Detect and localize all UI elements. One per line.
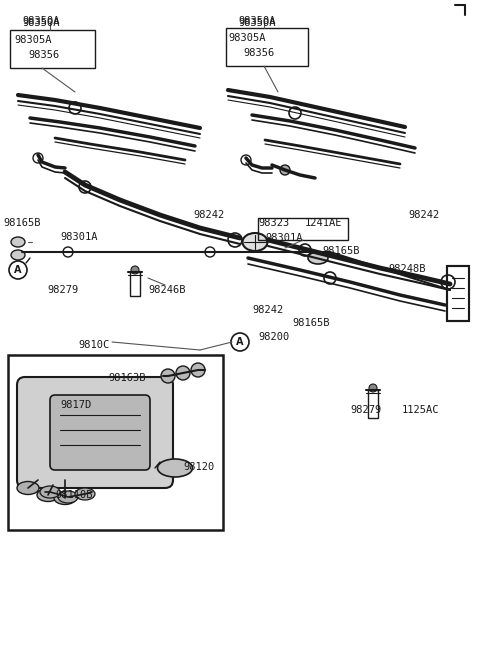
Text: 98350A: 98350A [22, 16, 60, 26]
Text: 98246B: 98246B [148, 285, 185, 295]
Circle shape [289, 107, 301, 119]
Text: 98301A: 98301A [60, 232, 97, 242]
Ellipse shape [157, 459, 192, 477]
Circle shape [33, 153, 43, 163]
Text: 98120: 98120 [183, 462, 214, 472]
Text: 98242: 98242 [252, 305, 283, 315]
Text: 98350A: 98350A [22, 18, 60, 28]
Ellipse shape [54, 491, 76, 505]
Bar [447, 266, 469, 321]
Bar [368, 390, 378, 418]
Bar [130, 272, 140, 296]
Text: A: A [14, 265, 22, 275]
Ellipse shape [58, 491, 78, 503]
Text: 98165B: 98165B [322, 246, 360, 256]
Text: 98200: 98200 [258, 332, 289, 342]
Circle shape [79, 181, 91, 193]
FancyBboxPatch shape [50, 395, 150, 470]
Text: 98242: 98242 [408, 210, 439, 220]
Bar [258, 218, 348, 240]
Text: 98356: 98356 [243, 48, 274, 58]
Ellipse shape [308, 252, 328, 264]
Bar [226, 28, 308, 66]
Circle shape [369, 384, 377, 392]
Circle shape [441, 275, 455, 289]
Circle shape [131, 266, 139, 274]
Circle shape [63, 247, 73, 257]
Circle shape [205, 247, 215, 257]
Text: A: A [236, 337, 244, 347]
Text: 98350A: 98350A [238, 16, 276, 26]
Text: 98305A: 98305A [228, 33, 265, 43]
Text: 98305A: 98305A [14, 35, 51, 45]
Text: 98110B: 98110B [55, 490, 93, 500]
Text: 9817D: 9817D [60, 400, 91, 410]
Text: 98323: 98323 [258, 218, 289, 228]
Text: 98163B: 98163B [108, 373, 145, 383]
Ellipse shape [11, 237, 25, 247]
Text: 1125AC: 1125AC [402, 405, 440, 415]
Circle shape [324, 272, 336, 284]
Ellipse shape [242, 233, 267, 251]
Bar [10, 30, 95, 68]
Circle shape [241, 155, 251, 165]
Circle shape [280, 165, 290, 175]
Text: 98165B: 98165B [3, 218, 40, 228]
Circle shape [299, 244, 311, 256]
Text: 9810C: 9810C [78, 340, 109, 350]
Text: 98301A: 98301A [265, 233, 302, 243]
Circle shape [161, 369, 175, 383]
Circle shape [69, 102, 81, 114]
Ellipse shape [37, 489, 59, 501]
Circle shape [228, 233, 242, 247]
Circle shape [191, 363, 205, 377]
Text: 98279: 98279 [47, 285, 78, 295]
Ellipse shape [75, 488, 95, 500]
Text: 98248B: 98248B [388, 264, 425, 274]
Text: 98350A: 98350A [238, 18, 276, 28]
Circle shape [176, 366, 190, 380]
Text: 1241AE: 1241AE [305, 218, 343, 228]
Text: 98279: 98279 [350, 405, 381, 415]
Text: 98356: 98356 [28, 50, 59, 60]
Bar [8, 355, 223, 530]
Text: 98242: 98242 [193, 210, 224, 220]
Ellipse shape [40, 486, 60, 498]
Ellipse shape [17, 482, 39, 495]
Text: 98165B: 98165B [292, 318, 329, 328]
FancyBboxPatch shape [17, 377, 173, 488]
Ellipse shape [11, 250, 25, 260]
